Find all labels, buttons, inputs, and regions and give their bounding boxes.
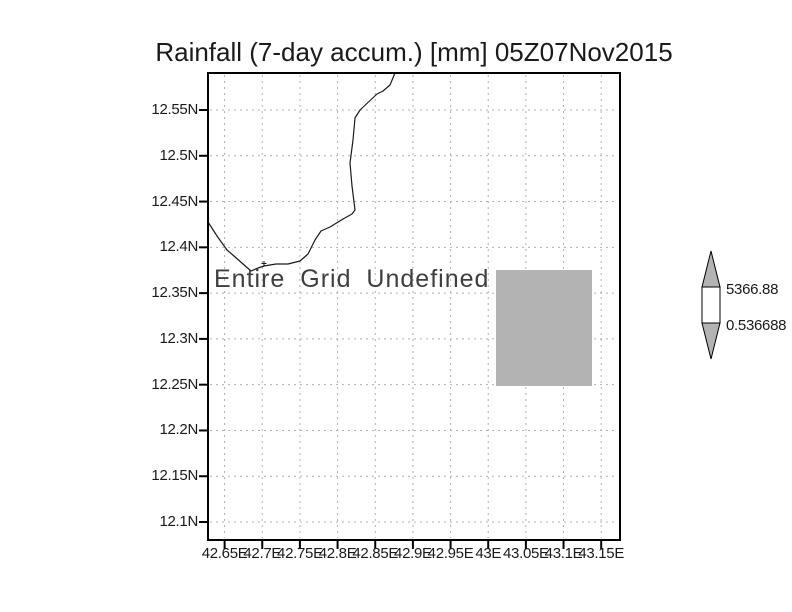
plot-graphics: [0, 0, 792, 612]
coastline: [208, 73, 395, 271]
colorbar-upper-arrow: [702, 251, 720, 287]
y-tick-label: 12.2N: [126, 421, 198, 438]
colorbar-box: [702, 287, 720, 323]
y-tick-label: 12.45N: [126, 193, 198, 210]
y-tick-label: 12.5N: [126, 147, 198, 164]
y-tick-label: 12.15N: [126, 467, 198, 484]
y-tick-label: 12.1N: [126, 513, 198, 530]
y-tick-label: 12.3N: [126, 330, 198, 347]
undefined-grid-annotation: Entire Grid Undefined: [214, 265, 489, 294]
y-tick-label: 12.55N: [126, 101, 198, 118]
colorbar: [702, 251, 720, 359]
y-tick-label: 12.35N: [126, 284, 198, 301]
coastline-group: [208, 73, 395, 271]
colorbar-max-label: 5366.88: [726, 281, 778, 298]
x-tick-label: 43.15E: [569, 545, 633, 562]
colorbar-lower-arrow: [702, 323, 720, 359]
y-tick-label: 12.25N: [126, 376, 198, 393]
shaded-data-cell: [496, 270, 592, 386]
rainfall-figure: Rainfall (7-day accum.) [mm] 05Z07Nov201…: [0, 0, 792, 612]
colorbar-min-label: 0.536688: [726, 317, 786, 334]
y-tick-label: 12.4N: [126, 238, 198, 255]
